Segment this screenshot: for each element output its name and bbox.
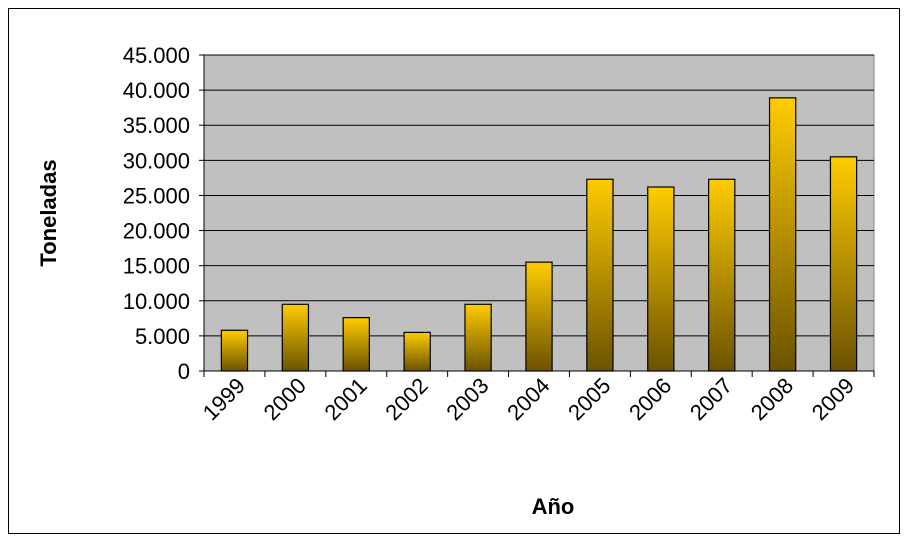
- x-axis-title: Año: [532, 494, 575, 519]
- bar-2002: [403, 331, 431, 372]
- x-tick-label: 2009: [807, 373, 859, 425]
- y-tick-label: 20.000: [123, 219, 190, 244]
- x-tick-label: 2006: [624, 373, 676, 425]
- bar-2000: [281, 303, 310, 372]
- y-tick-label: 35.000: [123, 113, 190, 138]
- x-tick-label: 2001: [320, 373, 372, 425]
- x-tick-label: 2005: [563, 373, 615, 425]
- x-tick-label: 2007: [685, 373, 737, 425]
- bar-2007: [708, 178, 736, 372]
- bar-2008: [768, 97, 797, 372]
- y-tick-label: 15.000: [123, 254, 190, 279]
- axes: [199, 54, 875, 377]
- bars: [220, 97, 858, 372]
- y-tick-label: 30.000: [123, 148, 190, 173]
- x-tick-labels: 1999 2000 2001 2002 2003 2004 2005 2006 2007 2008…: [198, 373, 859, 425]
- bar-2009: [829, 156, 858, 372]
- bar-2004: [525, 261, 553, 372]
- y-tick-label: 45.000: [123, 43, 190, 68]
- y-tick-label: 40.000: [123, 78, 190, 103]
- y-tick-labels: 0 5.000 10.000 15.000 20.000 25.000 30.000 35.0…: [123, 43, 190, 384]
- y-tick-label: 0: [178, 359, 190, 384]
- bar-2005: [586, 178, 614, 372]
- y-tick-label: 10.000: [123, 289, 190, 314]
- x-tick-label: 2000: [259, 373, 311, 425]
- x-tick-label: 2003: [441, 373, 493, 425]
- y-tick-label: 5.000: [135, 324, 190, 349]
- bar-2006: [647, 186, 675, 372]
- x-tick-label: 2004: [502, 373, 554, 425]
- x-tick-label: 1999: [198, 373, 250, 425]
- y-axis-title: Toneladas: [36, 159, 61, 266]
- y-tick-label: 25.000: [123, 183, 190, 208]
- bar-1999: [220, 329, 249, 372]
- bar-2003: [464, 303, 492, 372]
- x-tick-label: 2008: [746, 373, 798, 425]
- x-tick-label: 2002: [380, 373, 432, 425]
- bar-2001: [342, 317, 370, 372]
